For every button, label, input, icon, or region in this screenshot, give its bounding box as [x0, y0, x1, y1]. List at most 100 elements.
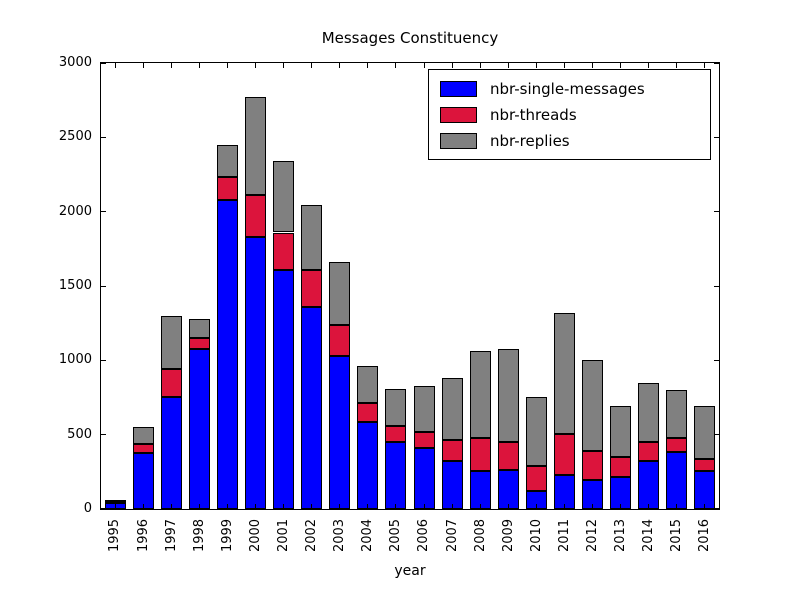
bar-segment-nbr-replies-2012	[582, 360, 604, 452]
y-tick-mark	[714, 63, 719, 64]
bar-segment-nbr-single-messages-2000	[245, 236, 266, 509]
x-tick-mark	[564, 504, 565, 509]
bar-segment-nbr-replies-2015	[666, 390, 688, 438]
x-tick-mark	[395, 504, 397, 509]
bar-segment-nbr-threads-2014	[638, 442, 660, 461]
y-tick-mark	[101, 508, 106, 509]
x-tick-mark	[451, 504, 453, 509]
y-tick-label: 500	[67, 426, 92, 442]
bar-segment-nbr-single-messages-2001	[273, 269, 295, 509]
x-tick-mark	[367, 504, 369, 509]
y-tick-mark	[101, 285, 106, 287]
bar-segment-nbr-replies-1998	[188, 318, 210, 339]
legend-swatch-nbr-single-messages	[440, 81, 477, 97]
legend-item-nbr-replies: nbr-replies	[429, 128, 710, 154]
x-tick-mark	[226, 63, 228, 68]
x-tick-mark	[535, 63, 537, 68]
bar-segment-nbr-single-messages-2002	[301, 306, 323, 509]
bar-segment-nbr-replies-2001	[273, 161, 295, 233]
x-tick-mark	[311, 504, 313, 509]
x-tick-mark	[704, 504, 706, 509]
bar-segment-nbr-threads-2012	[582, 451, 604, 481]
y-tick-mark	[101, 63, 106, 64]
x-tick-mark	[170, 504, 172, 509]
x-tick-mark	[114, 504, 116, 509]
x-tick-mark	[142, 63, 144, 68]
y-tick-mark	[101, 211, 106, 213]
x-tick-mark	[423, 504, 425, 509]
bar-segment-nbr-threads-1998	[188, 338, 210, 350]
bar-segment-nbr-single-messages-2007	[441, 460, 463, 509]
bar-segment-nbr-replies-1996	[132, 427, 154, 445]
bar-segment-nbr-replies-2016	[694, 406, 716, 460]
x-tick-label-text: 2016	[697, 518, 713, 552]
y-tick-label: 2500	[58, 129, 92, 145]
legend-swatch-nbr-threads	[440, 107, 477, 123]
x-tick-mark	[198, 504, 200, 509]
x-tick-label: 2016	[683, 512, 727, 558]
bar-segment-nbr-threads-2006	[413, 432, 435, 449]
bar-segment-nbr-replies-2010	[525, 396, 547, 466]
legend-label: nbr-threads	[490, 106, 577, 124]
y-tick-mark	[714, 434, 719, 436]
bar-segment-nbr-replies-2009	[497, 349, 519, 443]
bar-segment-nbr-replies-2000	[245, 97, 266, 196]
bar-segment-nbr-threads-2004	[357, 403, 379, 423]
y-tick-mark	[714, 285, 719, 287]
y-tick-label: 1000	[58, 352, 92, 368]
bar-segment-nbr-replies-2011	[554, 312, 575, 434]
x-tick-mark	[479, 504, 481, 509]
y-tick-label: 3000	[58, 55, 92, 70]
x-tick-mark	[704, 63, 706, 68]
x-tick-mark	[114, 63, 116, 68]
x-tick-mark	[648, 63, 650, 68]
bar-segment-nbr-threads-1999	[216, 177, 238, 200]
bar-segment-nbr-threads-2005	[385, 425, 407, 443]
x-tick-mark	[367, 63, 369, 68]
bar-segment-nbr-threads-2010	[525, 465, 547, 492]
x-tick-mark	[255, 504, 256, 509]
x-tick-mark	[507, 504, 509, 509]
bar-segment-nbr-threads-2000	[245, 195, 266, 237]
bar-segment-nbr-single-messages-2005	[385, 442, 407, 509]
x-tick-mark	[423, 63, 425, 68]
bar-segment-nbr-single-messages-1998	[188, 349, 210, 509]
bar-segment-nbr-replies-2004	[357, 366, 379, 404]
x-tick-mark	[170, 63, 172, 68]
y-tick-mark	[714, 211, 719, 213]
legend-box: nbr-single-messages nbr-threads nbr-replie…	[428, 69, 711, 160]
bar-segment-nbr-threads-2016	[694, 459, 716, 472]
bar-segment-nbr-single-messages-2003	[329, 355, 351, 509]
bar-segment-nbr-single-messages-2014	[638, 460, 660, 509]
bar-segment-nbr-replies-2008	[469, 350, 491, 438]
x-tick-mark	[283, 63, 285, 68]
bar-segment-nbr-replies-2007	[441, 378, 463, 440]
y-tick-mark	[714, 136, 719, 138]
bar-segment-nbr-replies-2003	[329, 262, 351, 325]
bar-segment-nbr-replies-2005	[385, 389, 407, 426]
x-tick-mark	[648, 504, 650, 509]
y-tick-mark	[714, 508, 719, 509]
legend-swatch-nbr-replies	[440, 133, 477, 149]
bar-segment-nbr-threads-2003	[329, 324, 351, 356]
bar-segment-nbr-threads-2008	[469, 437, 491, 472]
bar-segment-nbr-threads-2009	[497, 442, 519, 471]
x-tick-mark	[564, 63, 565, 68]
y-tick-mark	[714, 359, 719, 361]
bar-segment-nbr-replies-1995	[104, 500, 126, 503]
x-tick-mark	[479, 63, 481, 68]
bar-segment-nbr-threads-1997	[160, 368, 182, 397]
bar-segment-nbr-threads-2013	[610, 456, 632, 478]
bar-segment-nbr-threads-2011	[554, 433, 575, 475]
x-tick-mark	[535, 504, 537, 509]
y-tick-mark	[101, 434, 106, 436]
x-tick-mark	[283, 504, 285, 509]
legend-label: nbr-replies	[490, 132, 570, 150]
y-tick-mark	[101, 136, 106, 138]
x-tick-mark	[339, 504, 341, 509]
x-tick-mark	[395, 63, 397, 68]
bar-segment-nbr-threads-2001	[273, 232, 295, 270]
y-tick-label: 0	[83, 501, 92, 516]
bar-segment-nbr-single-messages-2006	[413, 448, 435, 509]
